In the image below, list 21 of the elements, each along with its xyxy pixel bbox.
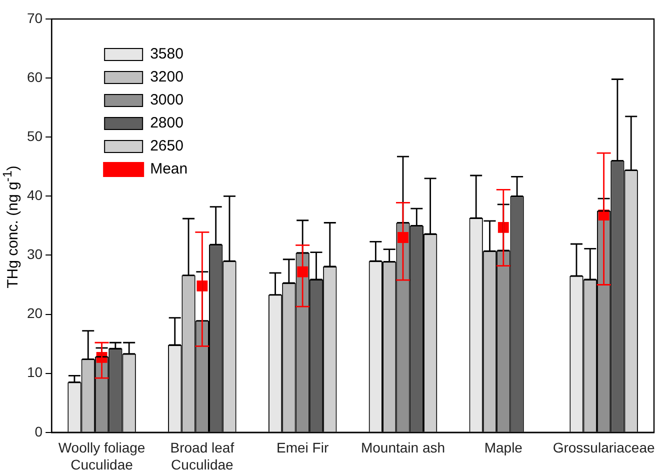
y-tick-label: 70 [26, 10, 43, 26]
y-tick-label: 10 [26, 364, 43, 380]
y-tick-label: 50 [26, 128, 43, 144]
y-tick-label: 60 [26, 68, 43, 85]
legend-label: Mean [150, 160, 188, 178]
y-tick-label: 30 [26, 246, 43, 262]
y-tick-label: 20 [26, 305, 43, 322]
legend-label: 3200 [150, 68, 184, 86]
legend-label: 3000 [150, 92, 184, 109]
x-tick-label: Mountain ash [360, 440, 446, 456]
y-tick-label: 40 [26, 187, 43, 204]
x-tick-label: Emei Fir [276, 440, 329, 456]
x-tick-label: Broad leaf Cuculidae [170, 440, 234, 472]
x-tick-label: Grossulariaceae [552, 440, 655, 456]
x-tick-label: Woolly foliage Cuculidae [58, 440, 146, 472]
y-tick-label: 0 [34, 423, 43, 440]
legend-label: 2650 [150, 138, 184, 155]
point [398, 232, 408, 243]
x-tick-label: Maple [484, 440, 523, 456]
legend-label: 2800 [150, 114, 184, 132]
legend-label: 3580 [150, 46, 184, 63]
